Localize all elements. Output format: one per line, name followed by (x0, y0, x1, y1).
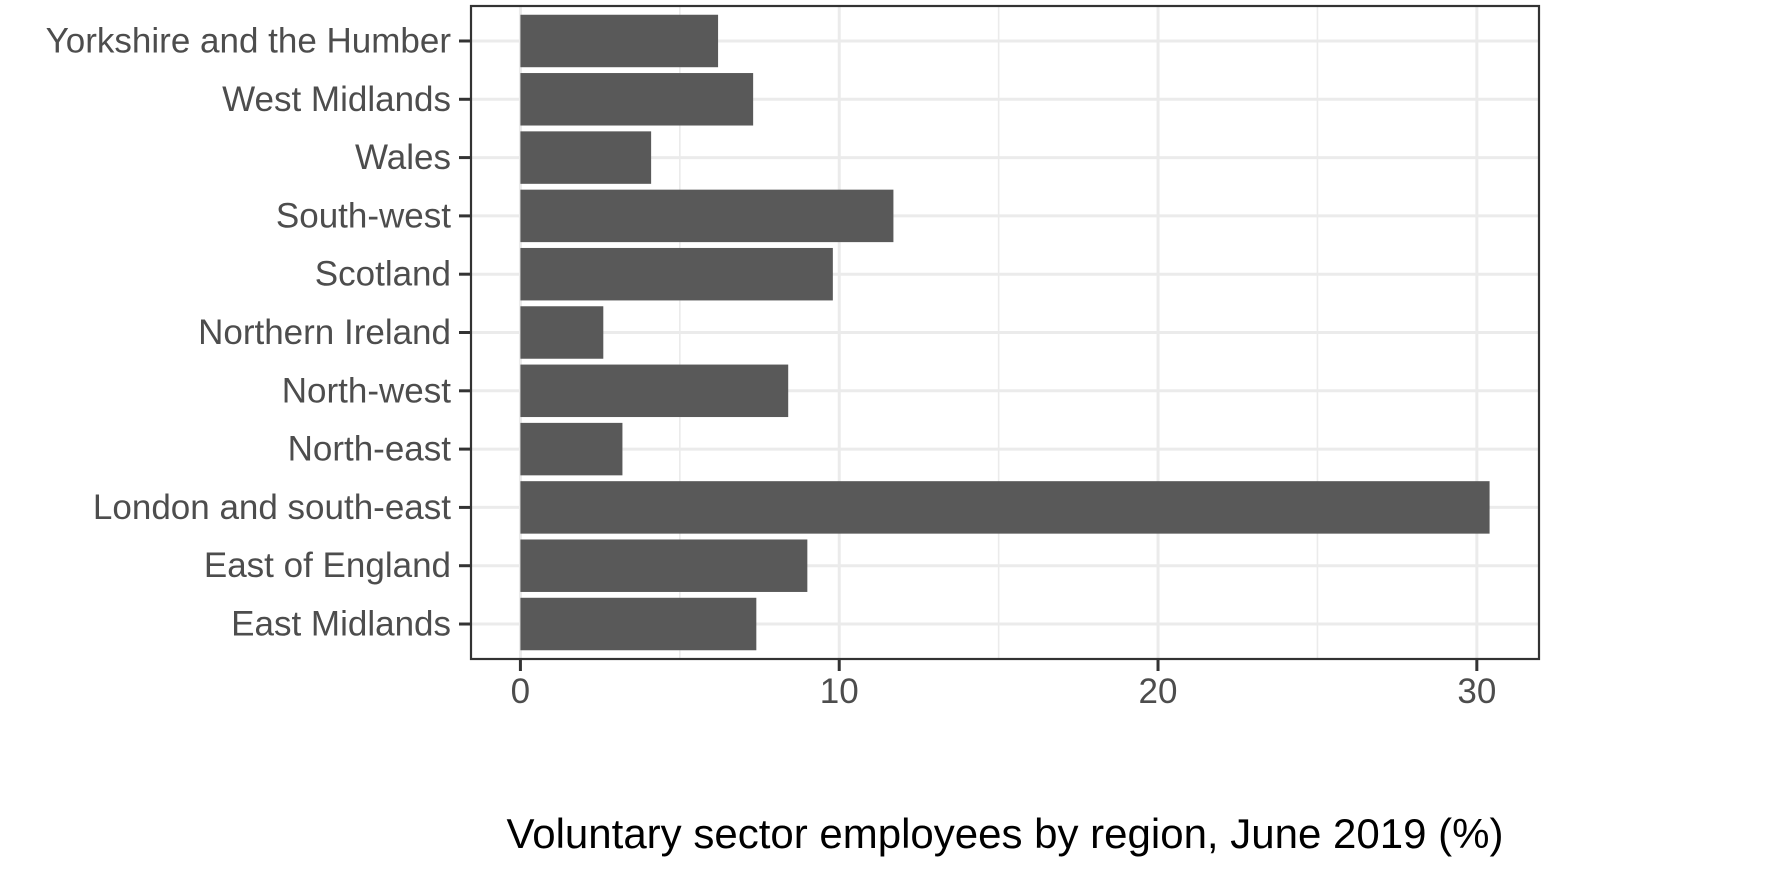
bar-east-midlands (520, 597, 757, 651)
bar-yorkshire-and-the-humber (520, 14, 719, 68)
x-tick-label: 20 (1139, 672, 1178, 711)
y-tick-label: North-east (288, 430, 452, 469)
x-tick-label: 30 (1457, 672, 1496, 711)
x-axis: 0 10 20 30 (511, 659, 1496, 711)
y-tick-label: Wales (355, 138, 451, 177)
x-axis-title: Voluntary sector employees by region, Ju… (507, 810, 1504, 857)
bar-north-east (520, 422, 623, 476)
bar-south-west (520, 189, 894, 243)
bar-west-midlands (520, 73, 754, 126)
y-tick-label: West Midlands (222, 80, 451, 119)
y-tick-label: London and south-east (93, 488, 451, 527)
bars (520, 14, 1490, 651)
x-tick-label: 10 (820, 672, 859, 711)
bar-london-and-south-east (520, 481, 1490, 534)
y-tick-label: Scotland (315, 255, 451, 294)
bar-northern-ireland (520, 306, 604, 359)
bar-east-of-england (520, 539, 808, 592)
y-tick-label: Yorkshire and the Humber (46, 21, 452, 60)
bar-scotland (520, 247, 833, 301)
y-axis: Yorkshire and the Humber West Midlands Wal… (46, 21, 471, 644)
bar-north-west (520, 364, 789, 418)
y-tick-label: Northern Ireland (198, 313, 451, 352)
y-tick-label: East of England (204, 546, 451, 585)
y-tick-label: East Midlands (231, 605, 451, 644)
x-tick-label: 0 (511, 672, 530, 711)
y-tick-label: North-west (282, 371, 451, 410)
bar-wales (520, 131, 652, 184)
y-tick-label: South-west (276, 196, 451, 235)
